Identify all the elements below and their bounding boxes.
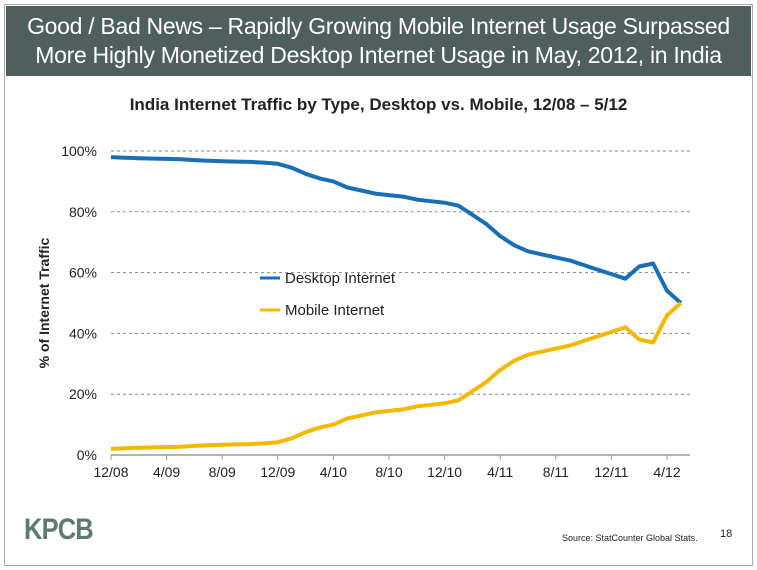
source-note: Source: StatCounter Global Stats.	[562, 533, 698, 543]
y-tick-label: 40%	[69, 325, 97, 341]
kpcb-logo: KPCB	[24, 513, 94, 546]
x-tick-label: 12/09	[260, 464, 295, 480]
y-tick-label: 20%	[69, 386, 97, 402]
page-number: 18	[720, 528, 733, 540]
x-tick-label: 8/10	[375, 464, 402, 480]
x-tick-label: 4/09	[153, 464, 180, 480]
x-tick-label: 8/11	[543, 464, 569, 480]
x-tick-label: 12/08	[93, 464, 128, 480]
x-tick-label: 12/11	[594, 464, 628, 480]
chart-title: India Internet Traffic by Type, Desktop …	[129, 95, 628, 114]
series-line-desktop	[110, 155, 683, 305]
x-tick-label: 12/10	[427, 464, 462, 480]
y-tick-label: 60%	[69, 265, 97, 281]
slide-header: Good / Bad News – Rapidly Growing Mobile…	[6, 6, 751, 76]
x-tick-label: 4/10	[320, 464, 347, 480]
x-tick-label: 4/12	[653, 464, 680, 480]
x-tick-label: 8/09	[209, 464, 236, 480]
y-axis-label: % of Internet Traffic	[36, 237, 52, 368]
y-tick-label: 80%	[69, 204, 97, 220]
series-line-mobile	[110, 301, 683, 451]
y-tick-label: 100%	[61, 143, 97, 159]
header-line-1: Good / Bad News – Rapidly Growing Mobile…	[27, 13, 730, 39]
y-tick-label: 0%	[77, 447, 97, 463]
x-tick-label: 4/11	[487, 464, 513, 480]
legend-label: Desktop Internet	[285, 270, 396, 287]
header-line-2: More Highly Monetized Desktop Internet U…	[35, 42, 722, 68]
legend-label: Mobile Internet	[285, 302, 385, 319]
slide-frame	[4, 4, 753, 566]
